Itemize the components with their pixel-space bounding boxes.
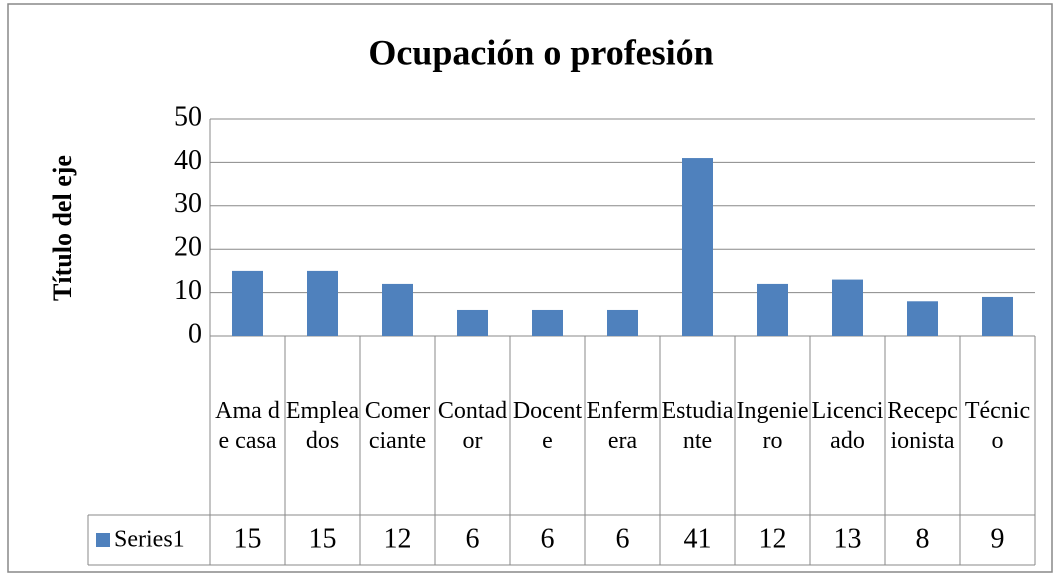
table-value: 15 [309,523,337,554]
legend-swatch [96,533,110,547]
bar [607,309,638,336]
x-tick-label: Licenciado [811,397,884,454]
table-value: 6 [541,523,555,554]
table-value: 15 [234,523,262,554]
bar [457,309,488,336]
y-tick-label: 30 [174,188,202,219]
y-tick-label: 40 [174,145,202,176]
bar [907,301,938,336]
bar [682,158,713,336]
category-cell: Ama de casa [215,397,280,454]
category-cell: Recepcionista [887,397,958,454]
y-tick-label: 20 [174,232,202,263]
table-value: 12 [759,523,787,554]
category-cell: Estudiante [661,397,734,454]
x-tick-label: Recepcionista [887,397,958,454]
x-tick-label: Ama de casa [215,397,280,454]
x-tick-label: Contador [437,397,508,454]
category-cell: Enfermera [586,397,659,454]
x-tick-label: Empleados [285,397,360,454]
x-tick-label: Ingeniero [736,397,809,454]
category-cell: Ingeniero [736,397,809,454]
bar [382,283,413,336]
table-value: 9 [991,523,1005,554]
category-cell: Comerciante [364,397,431,454]
x-tick-label: Comerciante [364,397,431,454]
table-value: 8 [916,523,930,554]
legend-label: Series1 [114,527,185,553]
category-cell: Contador [437,397,508,454]
y-tick-label: 50 [174,101,202,132]
x-tick-label: Estudiante [661,397,734,454]
bar [232,270,263,336]
table-value: 41 [684,523,712,554]
table-value: 6 [466,523,480,554]
y-axis-title: Título del eje [48,155,77,301]
table-value: 13 [834,523,862,554]
x-tick-label: Técnico [964,397,1031,454]
category-cell: Docente [512,397,583,454]
y-tick-label: 10 [174,275,202,306]
y-tick-label: 0 [188,318,202,349]
bar [757,283,788,336]
category-cell: Empleados [285,397,360,454]
table-value: 12 [384,523,412,554]
bar [532,309,563,336]
category-cell: Técnico [964,397,1031,454]
bar [832,279,863,336]
bar [307,270,338,336]
table-value: 6 [616,523,630,554]
bar [982,296,1013,336]
chart-title: Ocupación o profesión [368,32,713,72]
category-cell: Licenciado [811,397,884,454]
chart-border [7,3,1053,573]
x-tick-label: Docente [512,397,583,454]
x-tick-label: Enfermera [586,397,659,454]
